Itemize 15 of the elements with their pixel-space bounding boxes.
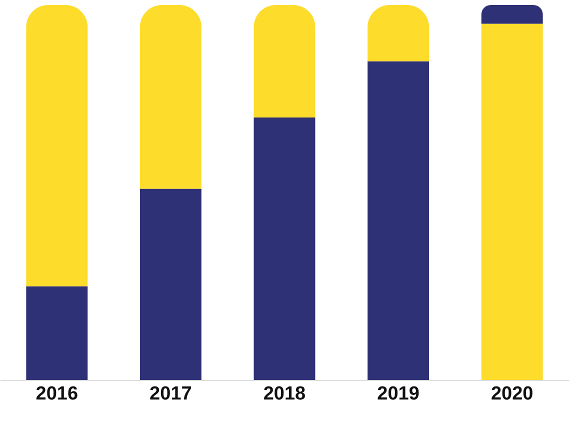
bar — [481, 5, 543, 24]
bar — [368, 5, 430, 62]
bar — [140, 5, 202, 189]
bar — [368, 61, 430, 380]
x-tick-label: 2019 — [377, 384, 420, 404]
bar — [254, 118, 316, 380]
x-tick-label: 2017 — [150, 384, 192, 404]
x-tick-label: 2018 — [263, 384, 306, 404]
x-tick-label: 2016 — [36, 384, 78, 404]
bar — [26, 286, 88, 380]
bar — [481, 24, 543, 380]
bar — [254, 5, 316, 118]
bar — [140, 188, 202, 380]
bar — [26, 5, 88, 286]
x-tick-label: 2020 — [490, 384, 534, 404]
